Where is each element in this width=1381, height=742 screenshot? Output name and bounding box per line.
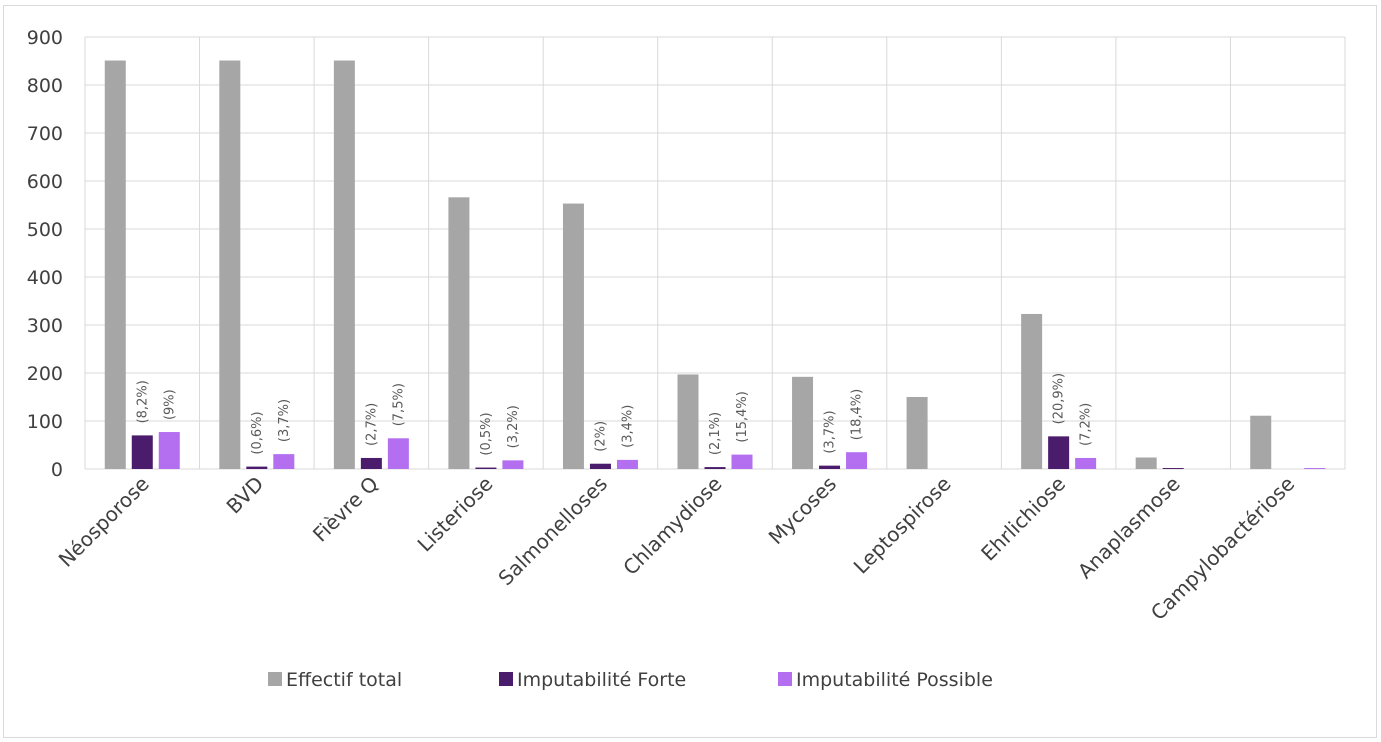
category-label: Anaplasmose bbox=[1073, 472, 1185, 584]
bar-imputabilit-forte bbox=[360, 457, 382, 469]
category-label: Leptospirose bbox=[849, 472, 956, 579]
bar-data-label: (0,6%) bbox=[250, 411, 265, 454]
bar-imputabilit-forte bbox=[1048, 436, 1070, 469]
bar-effectif-total bbox=[677, 374, 699, 469]
y-tick-label: 900 bbox=[27, 27, 63, 49]
bar-effectif-total bbox=[906, 397, 928, 469]
bar-imputabilit-possible bbox=[502, 460, 524, 469]
y-tick-label: 700 bbox=[27, 123, 63, 145]
bar-data-label: (3,7%) bbox=[277, 399, 292, 442]
bar-imputabilit-possible bbox=[731, 454, 753, 469]
bar-effectif-total bbox=[1021, 313, 1043, 469]
bar-data-label: (8,2%) bbox=[135, 380, 150, 423]
bar-effectif-total bbox=[219, 60, 241, 470]
category-label: BVD bbox=[222, 472, 269, 519]
bar-effectif-total bbox=[1135, 457, 1157, 469]
bar-imputabilit-forte bbox=[704, 467, 726, 469]
bar-imputabilit-possible bbox=[846, 452, 868, 469]
bar-effectif-total bbox=[792, 376, 814, 469]
y-tick-label: 400 bbox=[27, 267, 63, 289]
bar-imputabilit-possible bbox=[1075, 457, 1097, 469]
bar-imputabilit-possible bbox=[158, 432, 180, 469]
bar-data-label: (0,5%) bbox=[479, 412, 494, 455]
bar-imputabilit-possible bbox=[387, 438, 409, 469]
legend-swatch bbox=[268, 672, 282, 686]
y-tick-label: 200 bbox=[27, 363, 63, 385]
bar-data-label: (15,4%) bbox=[735, 391, 750, 442]
bar-imputabilit-forte bbox=[1162, 468, 1184, 469]
y-tick-label: 600 bbox=[27, 171, 63, 193]
legend-swatch bbox=[499, 672, 513, 686]
bar-data-label: (20,9%) bbox=[1052, 373, 1067, 424]
chart-frame bbox=[3, 5, 1377, 738]
bar-effectif-total bbox=[562, 203, 584, 469]
bar-data-label: (9%) bbox=[162, 389, 177, 420]
bar-data-label: (3,2%) bbox=[506, 405, 521, 448]
bar-imputabilit-forte bbox=[475, 467, 497, 469]
bar-imputabilit-forte bbox=[589, 463, 611, 469]
bar-data-label: (7,5%) bbox=[391, 383, 406, 426]
y-tick-label: 500 bbox=[27, 219, 63, 241]
legend-label: Imputabilité Forte bbox=[517, 669, 686, 691]
bar-imputabilit-possible bbox=[273, 454, 295, 469]
category-label: Salmonelloses bbox=[493, 472, 612, 591]
legend-swatch bbox=[778, 672, 792, 686]
category-label: Ehrlichiose bbox=[976, 472, 1070, 566]
category-label: Listeriose bbox=[413, 472, 498, 557]
bar-data-label: (3,4%) bbox=[620, 405, 635, 448]
y-tick-label: 800 bbox=[27, 75, 63, 97]
bar-data-label: (18,4%) bbox=[850, 389, 865, 440]
bar-imputabilit-forte bbox=[131, 435, 153, 469]
y-tick-label: 0 bbox=[51, 459, 63, 481]
bar-imputabilit-possible bbox=[616, 459, 638, 469]
y-tick-label: 100 bbox=[27, 411, 63, 433]
y-tick-label: 300 bbox=[27, 315, 63, 337]
bar-data-label: (2%) bbox=[593, 421, 608, 452]
bar-effectif-total bbox=[448, 197, 470, 469]
legend-label: Effectif total bbox=[286, 669, 402, 691]
bar-effectif-total bbox=[104, 60, 126, 470]
bar-data-label: (3,7%) bbox=[823, 410, 838, 453]
bar-imputabilit-possible bbox=[1304, 468, 1326, 469]
category-label: Néosporose bbox=[54, 472, 154, 572]
bar-data-label: (7,2%) bbox=[1079, 403, 1094, 446]
bar-imputabilit-forte bbox=[819, 465, 841, 469]
category-label: Mycoses bbox=[764, 472, 841, 549]
bar-data-label: (2,1%) bbox=[708, 412, 723, 455]
category-label: Chlamydiose bbox=[618, 472, 726, 580]
bar-data-label: (2,7%) bbox=[364, 403, 379, 446]
bar-effectif-total bbox=[333, 60, 355, 470]
legend-label: Imputabilité Possible bbox=[796, 669, 993, 691]
category-label: Fièvre Q bbox=[308, 472, 383, 547]
bar-effectif-total bbox=[1250, 415, 1272, 469]
bar-imputabilit-forte bbox=[246, 466, 268, 469]
